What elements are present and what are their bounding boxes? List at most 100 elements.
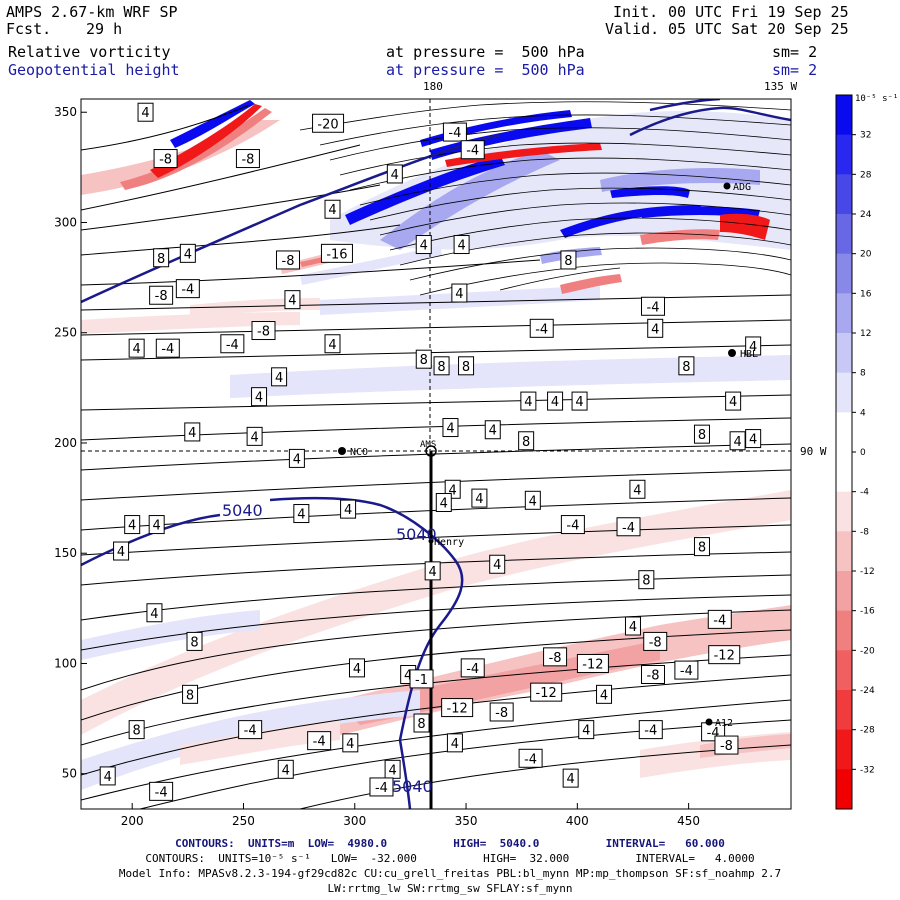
label-box — [413, 713, 430, 733]
label-text: -4 — [466, 144, 479, 159]
vorticity-contour-label: 4 — [128, 338, 145, 358]
label-text: 4 — [633, 483, 641, 498]
label-text: -12 — [714, 649, 735, 664]
colorbar-swatch — [836, 610, 852, 651]
label-text: 8 — [462, 360, 470, 375]
colorbar-tick-label: 4 — [860, 408, 866, 418]
vorticity-contour-label: -4 — [220, 334, 245, 354]
colorbar-swatch — [836, 333, 852, 374]
lon-label-90w: 90 W — [800, 445, 827, 458]
vorticity-contour-label: -8 — [643, 631, 668, 651]
label-text: 4 — [575, 395, 583, 410]
label-box — [99, 766, 116, 786]
label-box — [251, 321, 276, 341]
y-tick-label: 250 — [54, 326, 77, 340]
model-title: AMPS 2.67-km WRF SP — [6, 3, 178, 21]
y-tick-label: 150 — [54, 546, 77, 560]
label-text: -16 — [326, 247, 347, 262]
vorticity-contour-label: 8 — [128, 720, 145, 740]
label-box — [307, 731, 332, 751]
label-box — [629, 479, 646, 499]
init-time: 00 UTC Fri 19 Sep 25 — [668, 3, 849, 21]
label-box — [638, 570, 655, 590]
height-label: 5040 — [392, 777, 433, 796]
label-text: 4 — [150, 607, 158, 622]
field1-name: Relative vorticity — [8, 43, 171, 61]
vorticity-contour-label: 4 — [451, 283, 468, 303]
vorticity-contour-label: -8 — [641, 664, 666, 684]
label-box — [137, 102, 154, 122]
map-field — [81, 99, 791, 809]
label-box — [460, 658, 485, 678]
label-box — [596, 684, 613, 704]
vorticity-contour-label: -4 — [307, 731, 332, 751]
colorbar-swatch — [836, 372, 852, 413]
height-contour-info: CONTOURS: UNITS=m LOW= 4980.0 HIGH= 5040… — [175, 837, 725, 850]
label-box — [560, 250, 577, 270]
station-marker-a12 — [705, 718, 713, 726]
label-box — [312, 113, 345, 133]
vorticity-contour-label: 4 — [293, 504, 310, 524]
field1-smooth: sm= 2 — [772, 43, 818, 61]
label-text: 4 — [457, 239, 465, 254]
colorbar-tick-label: -16 — [860, 607, 875, 617]
x-tick-label: 400 — [566, 814, 589, 828]
vorticity-contour-label: 4 — [179, 243, 196, 263]
label-text: -1 — [415, 673, 428, 688]
colorbar-tick-label: -24 — [860, 686, 875, 696]
vorticity-contour-label: 8 — [186, 631, 203, 651]
label-text: 4 — [250, 430, 258, 445]
label-text: -12 — [536, 686, 557, 701]
label-text: -4 — [647, 300, 660, 315]
label-text: 8 — [698, 541, 706, 556]
label-text: 4 — [328, 203, 336, 218]
field2-name: Geopotential height — [8, 61, 180, 79]
label-box — [616, 517, 641, 537]
colorbar: 32 28 24 20 16 12 8 4 0 -4 -8 -12 -16 -20 -24 -28 -32 — [835, 94, 875, 810]
vorticity-contour-label: -20 — [312, 113, 345, 133]
colorbar-tick-label: -4 — [860, 488, 869, 498]
x-tick-label: 350 — [455, 814, 478, 828]
vorticity-contour-label: 4 — [415, 235, 432, 255]
colorbar-tick-label: 20 — [860, 250, 872, 260]
label-box — [342, 733, 359, 753]
label-text: 4 — [346, 737, 354, 752]
vorticity-contour-label: 4 — [520, 391, 537, 411]
vorticity-contour-label: 8 — [415, 349, 432, 369]
vorticity-contour-label: 4 — [246, 426, 263, 446]
label-box — [647, 318, 664, 338]
label-box — [153, 149, 178, 169]
label-text: -4 — [181, 283, 194, 298]
label-text: 4 — [493, 558, 501, 573]
vorticity-contour-label: 4 — [146, 603, 163, 623]
label-text: 4 — [733, 435, 741, 450]
label-box — [543, 647, 568, 667]
colorbar-swatch — [836, 531, 852, 572]
label-box — [433, 356, 450, 376]
label-box — [745, 336, 762, 356]
colorbar-tick-label: 16 — [860, 289, 872, 299]
label-text: 4 — [117, 545, 125, 560]
colorbar-tick-label: 24 — [860, 210, 872, 220]
label-text: -4 — [313, 735, 326, 750]
colorbar-swatch — [836, 452, 852, 493]
label-text: 8 — [642, 574, 650, 589]
vorticity-contour-label: -12 — [530, 682, 563, 702]
label-box — [153, 248, 170, 268]
label-box — [320, 243, 353, 263]
colorbar-swatch — [836, 571, 852, 612]
label-box — [489, 702, 514, 722]
label-box — [386, 164, 403, 184]
label-box — [324, 334, 341, 354]
label-text: 8 — [133, 724, 141, 739]
label-text: 4 — [153, 519, 161, 534]
label-text: 4 — [600, 688, 608, 703]
plot-frame — [80, 98, 792, 810]
lon-label-180: 180 — [423, 80, 443, 93]
vorticity-contour-label: -12 — [708, 645, 741, 665]
label-text: 4 — [141, 106, 149, 121]
label-box — [708, 645, 741, 665]
label-box — [524, 490, 541, 510]
colorbar-swatch — [836, 769, 852, 810]
vorticity-contour-label: 4 — [489, 554, 506, 574]
